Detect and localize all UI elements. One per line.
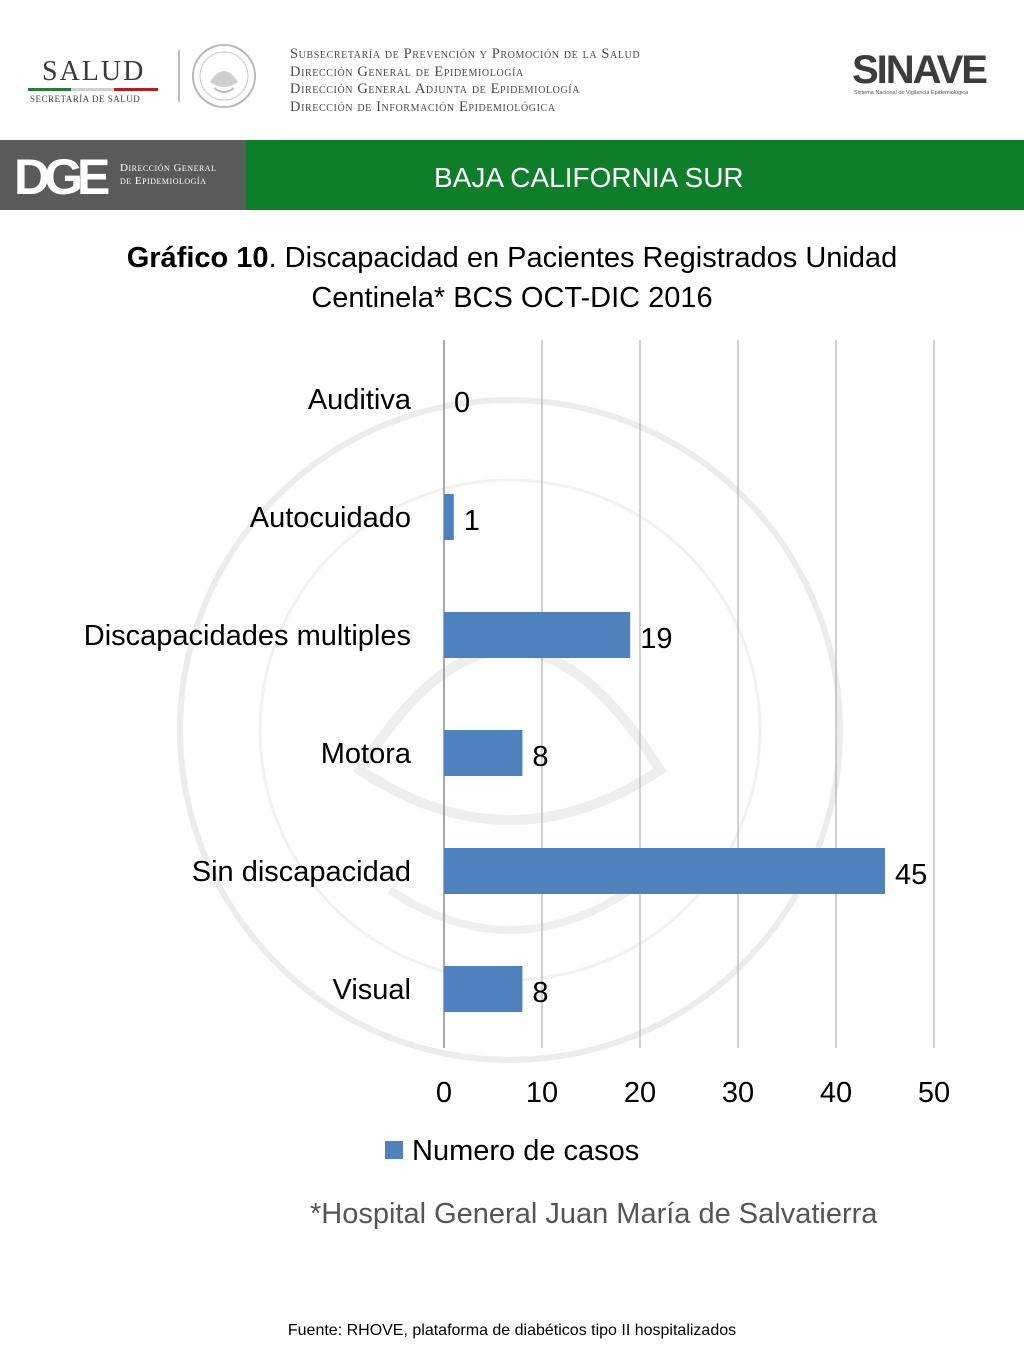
- chart-title-line-2: Centinela* BCS OCT-DIC 2016: [311, 282, 713, 314]
- state-name-block: BAJA CALIFORNIA SUR: [246, 140, 1024, 210]
- category-label: Visual: [333, 974, 411, 1006]
- header-divider: [178, 50, 180, 102]
- state-banner: DGE Dirección General de Epidemiología B…: [0, 140, 1024, 210]
- bar: [444, 730, 523, 776]
- x-tick-label: 30: [722, 1077, 754, 1109]
- category-label: Auditiva: [308, 384, 412, 416]
- chart-legend: Numero de casos: [385, 1135, 639, 1167]
- chart-note: *Hospital General Juan María de Salvatie…: [310, 1198, 878, 1230]
- sinave-logo-subtext: Sistema Nacional de Vigilancia Epidemiol…: [854, 90, 969, 96]
- data-label: 19: [640, 623, 672, 655]
- x-tick-label: 0: [436, 1077, 452, 1109]
- chart-bars: [444, 494, 885, 1012]
- data-label: 8: [532, 741, 548, 773]
- sinave-logo-text: SINAVE: [852, 48, 988, 92]
- institution-line: Dirección General de Epidemiología: [290, 63, 524, 80]
- data-label: 45: [895, 859, 927, 891]
- salud-logo-subtext: SECRETARÍA DE SALUD: [30, 94, 141, 104]
- bar: [444, 966, 523, 1012]
- salud-logo: SALUD SECRETARÍA DE SALUD: [28, 52, 163, 104]
- chart-title-text: . Discapacidad en Pacientes Registrados …: [268, 242, 898, 274]
- bar-chart: Auditiva Autocuidado Discapacidades multip…: [84, 340, 950, 1167]
- data-label: 1: [464, 505, 480, 537]
- chart-x-tick-labels: 0 10 20 30 40 50: [436, 1077, 950, 1109]
- x-tick-label: 50: [918, 1077, 950, 1109]
- chart-category-labels: Auditiva Autocuidado Discapacidades multip…: [84, 384, 412, 1006]
- dge-name-line: Dirección General: [120, 162, 217, 174]
- category-label: Sin discapacidad: [192, 856, 411, 888]
- bar: [444, 612, 631, 658]
- institution-line: Dirección de Información Epidemiológica: [290, 98, 556, 115]
- page-header: SALUD SECRETARÍA DE SALUD Subsecretaría …: [0, 0, 1024, 140]
- chart-title: Gráfico 10. Discapacidad en Pacientes Re…: [0, 238, 1024, 318]
- institution-line: Dirección General Adjunta de Epidemiolog…: [290, 81, 581, 97]
- chart-title-number: Gráfico 10: [126, 242, 269, 274]
- dge-logo-letters: DGE: [14, 149, 110, 205]
- category-label: Discapacidades multiples: [84, 620, 411, 652]
- institution-line: Subsecretaría de Prevención y Promoción …: [290, 46, 641, 62]
- source-footnote: Fuente: RHOVE, plataforma de diabéticos …: [287, 1322, 737, 1339]
- x-tick-label: 10: [526, 1077, 558, 1109]
- data-label: 0: [454, 387, 470, 419]
- institution-names: Subsecretaría de Prevención y Promoción …: [290, 46, 640, 116]
- x-tick-label: 40: [820, 1077, 852, 1109]
- legend-swatch: [385, 1141, 403, 1159]
- salud-logo-color-bar: [28, 88, 158, 91]
- salud-logo-text: SALUD: [42, 56, 146, 87]
- chart-gridlines: [443, 340, 935, 1048]
- sinave-logo: SINAVE Sistema Nacional de Vigilancia Ep…: [852, 48, 992, 100]
- category-label: Autocuidado: [250, 502, 411, 534]
- x-tick-label: 20: [624, 1077, 656, 1109]
- bar: [444, 848, 885, 894]
- chart-title-line-1: Gráfico 10. Discapacidad en Pacientes Re…: [0, 238, 1024, 278]
- data-label: 8: [532, 977, 548, 1009]
- legend-label: Numero de casos: [412, 1135, 639, 1167]
- state-name: BAJA CALIFORNIA SUR: [434, 162, 744, 193]
- chart-data-labels: 0 1 19 8 45 8: [454, 387, 927, 1009]
- bar: [444, 494, 454, 540]
- national-seal-icon: [192, 44, 256, 108]
- category-label: Motora: [321, 738, 412, 770]
- dge-logo-name: Dirección General de Epidemiología: [120, 162, 216, 188]
- dge-logo-block: DGE Dirección General de Epidemiología: [0, 140, 246, 210]
- dge-name-line: de Epidemiología: [120, 175, 207, 187]
